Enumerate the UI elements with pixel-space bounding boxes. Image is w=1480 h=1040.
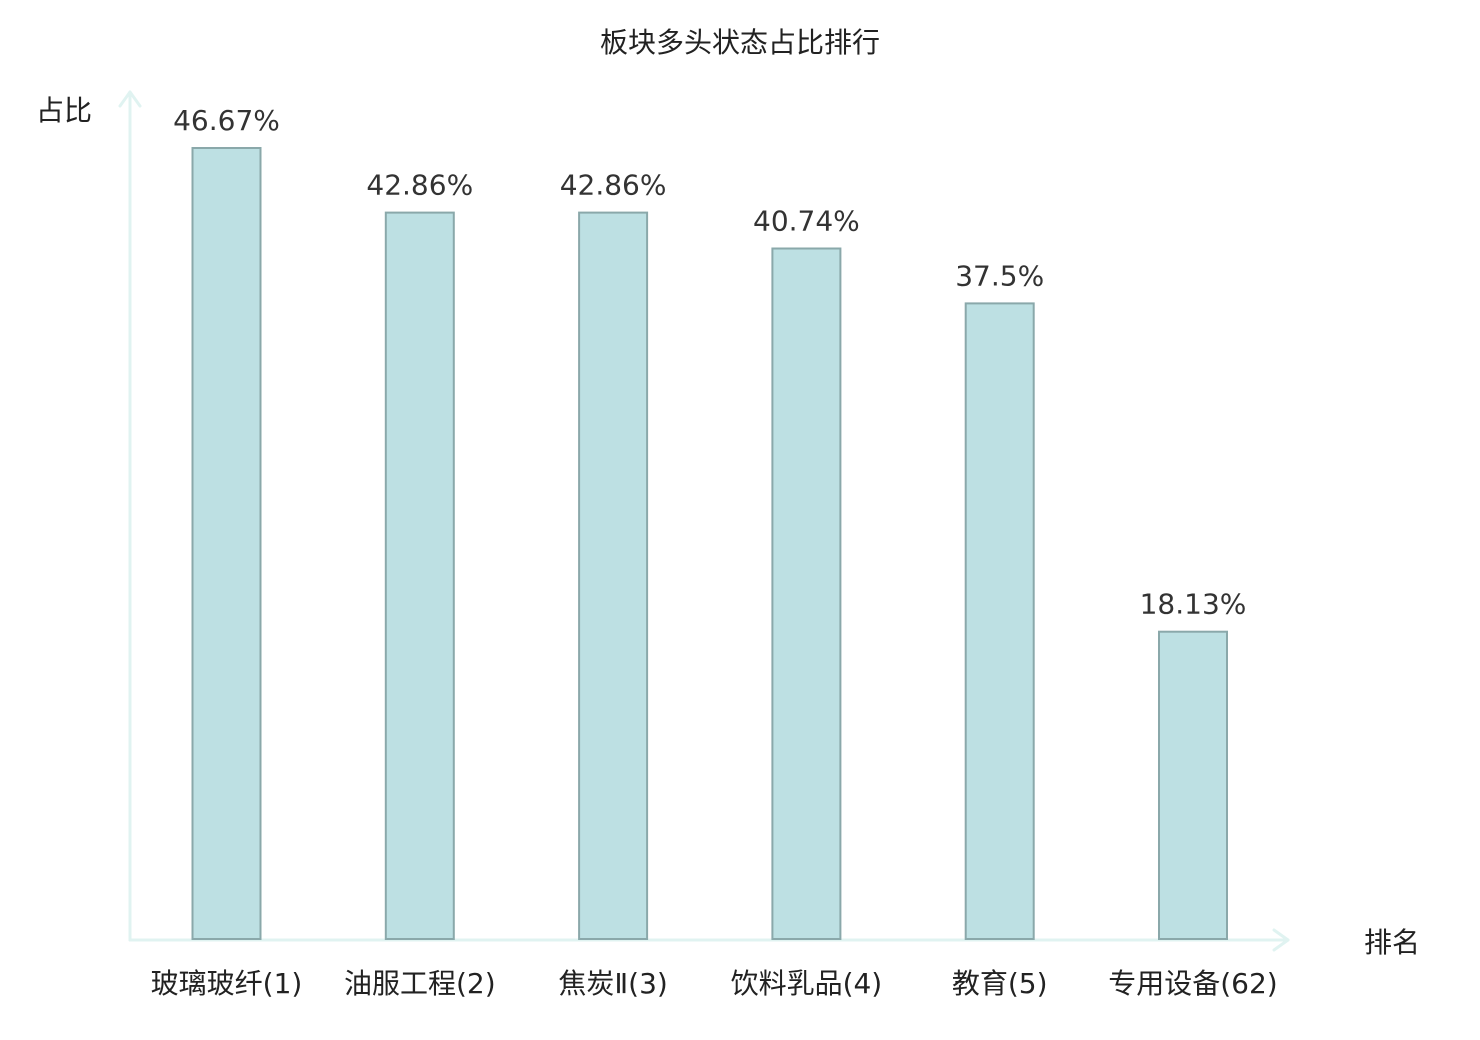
value-label-5: 37.5% bbox=[955, 259, 1044, 292]
category-label-4: 饮料乳品(4) bbox=[731, 967, 883, 1000]
value-labels: 46.67% 42.86% 42.86% 40.74% 37.5% 18.13% bbox=[173, 104, 1246, 621]
value-label-6: 18.13% bbox=[1140, 588, 1247, 621]
category-label-2: 油服工程(2) bbox=[344, 967, 496, 1000]
x-axis-arrow bbox=[1272, 928, 1290, 952]
chart-title: 板块多头状态占比排行 bbox=[600, 26, 880, 59]
category-label-5: 教育(5) bbox=[952, 967, 1048, 1000]
bars bbox=[191, 147, 1228, 941]
bar-1 bbox=[191, 147, 262, 940]
bar-4 bbox=[771, 247, 842, 940]
bar-3 bbox=[578, 211, 649, 941]
axes bbox=[118, 90, 1290, 952]
y-axis-label: 占比 bbox=[36, 94, 92, 127]
category-labels: 玻璃玻纤(1) 油服工程(2) 焦炭Ⅱ(3) 饮料乳品(4) 教育(5) 专用设备(62) bbox=[151, 967, 1278, 1000]
value-label-1: 46.67% bbox=[173, 104, 280, 137]
category-label-6: 专用设备(62) bbox=[1108, 967, 1277, 1000]
category-label-1: 玻璃玻纤(1) bbox=[151, 967, 303, 1000]
value-label-4: 40.74% bbox=[753, 205, 860, 238]
category-label-3: 焦炭Ⅱ(3) bbox=[558, 967, 667, 1000]
x-axis-label: 排名 bbox=[1364, 926, 1420, 959]
value-label-2: 42.86% bbox=[366, 169, 473, 202]
bar-2 bbox=[384, 211, 455, 941]
y-axis-arrow bbox=[118, 90, 142, 108]
value-label-3: 42.86% bbox=[560, 169, 667, 202]
bar-5 bbox=[964, 302, 1035, 940]
bar-6 bbox=[1158, 630, 1228, 940]
